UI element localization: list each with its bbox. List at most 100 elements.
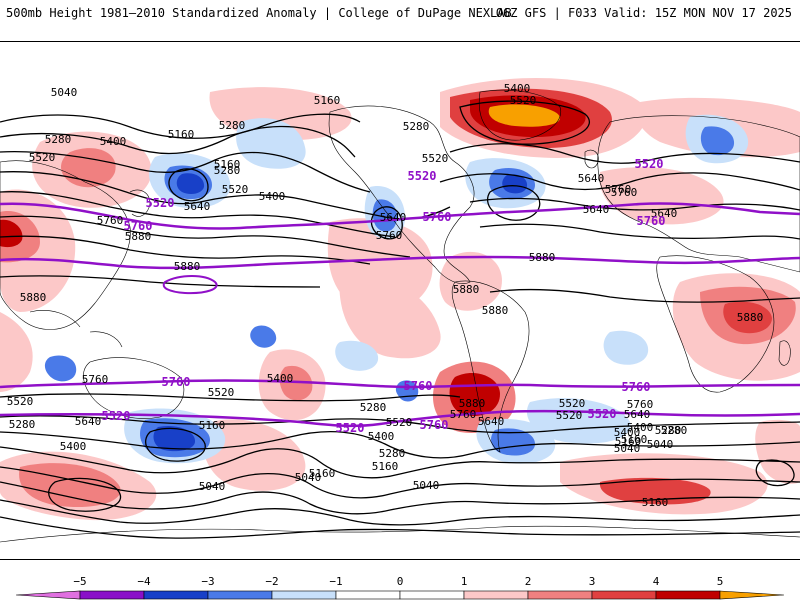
contour-label: 5400 <box>614 426 641 439</box>
contour-label: 5280 <box>661 424 688 437</box>
anom-pos-east-edge <box>755 419 800 484</box>
anom-pos-se-pacific-core <box>449 373 500 416</box>
coast-asia-west <box>0 160 131 330</box>
contour-5040-north <box>0 113 361 139</box>
contour-south-ocean-low-east <box>755 459 795 487</box>
highlight-label: 5760 <box>404 379 433 393</box>
contour-south-ocean-low-mid <box>145 427 206 462</box>
purple-5760-south <box>0 379 800 389</box>
contour-label: 5400 <box>100 135 127 148</box>
contour-south-5520 <box>0 446 800 479</box>
contour-label: 5040 <box>295 471 322 484</box>
contour-label: 5880 <box>20 291 47 304</box>
contour-label: 5040 <box>647 438 674 451</box>
anom-neg-sw-pacific-small <box>44 355 77 382</box>
contour-label: 5520 <box>222 183 249 196</box>
anom-pos-south-pacific-core <box>279 365 313 401</box>
contour-south-5880 <box>0 393 461 402</box>
colorbar-tick-label: −1 <box>329 575 342 588</box>
coast-antarctica <box>0 525 800 543</box>
contour-label: 5160 <box>314 94 341 107</box>
anom-pos-asia-west-core2 <box>0 219 23 248</box>
colorbar-swatch <box>271 590 337 600</box>
colorbar-tick-label: −3 <box>201 575 214 588</box>
map-frame: 5040 5160 5280 5520 5400 5160 5280 5400 … <box>0 41 800 560</box>
coast-greenland <box>478 89 562 141</box>
colorbar-tick-label: 1 <box>461 575 468 588</box>
anom-neg-south-pacific-west-3 <box>153 425 196 452</box>
anom-neg-pacific-small <box>250 325 277 348</box>
highlight-label: 5760 <box>162 375 191 389</box>
contour-label: 5280 <box>379 447 406 460</box>
contour-label: 5640 <box>478 415 505 428</box>
highlight-label: 5760 <box>423 210 452 224</box>
purple-5520-north <box>0 202 800 230</box>
contour-south-5640 <box>0 431 800 459</box>
contour-label: 5640 <box>624 408 651 421</box>
contour-pacific-5880-high <box>162 275 218 295</box>
contour-label: 5160 <box>199 419 226 432</box>
height-contours <box>0 100 800 539</box>
contour-label: 5280 <box>9 418 36 431</box>
contour-label: 5280 <box>45 133 72 146</box>
colorbar-tick-label: 2 <box>525 575 532 588</box>
contour-label: 5160 <box>214 158 241 171</box>
model-valid-time: 06Z GFS | F033 Valid: 15Z MON NOV 17 202… <box>495 6 792 20</box>
contour-label: 5640 <box>651 207 678 220</box>
anom-neg-pacific-mid <box>335 340 379 371</box>
contour-5400-north <box>0 171 451 220</box>
contour-labels: 5040 5160 5280 5520 5400 5160 5280 5400 … <box>7 82 764 509</box>
contour-label: 5880 <box>125 230 152 243</box>
contour-5160-north <box>0 125 356 158</box>
purple-5760-north <box>0 255 800 270</box>
contour-label: 5520 <box>29 151 56 164</box>
colorbar-swatch <box>655 590 721 600</box>
colorbar-ticks: −5 −4 −3 −2 −1 0 1 2 3 4 5 <box>73 575 723 588</box>
contour-label: 5880 <box>737 311 764 324</box>
contour-south-ocean-low-west <box>48 477 122 512</box>
colorbar-swatch <box>79 590 145 600</box>
contour-label: 5160 <box>372 460 399 473</box>
contour-label: 5160 <box>309 467 336 480</box>
anomaly-map: 5040 5160 5280 5520 5400 5160 5280 5400 … <box>0 42 800 559</box>
colorbar-tick-label: 0 <box>397 575 404 588</box>
contour-label: 5760 <box>450 408 477 421</box>
highlight-contours <box>0 202 800 428</box>
colorbar-tick-label: 5 <box>717 575 724 588</box>
anom-neg-south-america-tip-2 <box>491 428 535 456</box>
contour-atlantic-5400 <box>439 172 800 191</box>
contour-atlantic-5760 <box>479 223 800 240</box>
colorbar-swatch <box>143 590 209 600</box>
contour-label: 5880 <box>482 304 509 317</box>
contour-label: 5880 <box>459 397 486 410</box>
contour-label: 5160 <box>642 496 669 509</box>
contour-label: 5280 <box>655 424 682 437</box>
contour-5880-north <box>0 275 321 288</box>
colorbar-arrow-high <box>719 590 785 600</box>
contour-label: 5760 <box>97 214 124 227</box>
contour-south-5760 <box>0 415 800 434</box>
anom-pos-south-ocean-mid <box>203 419 306 491</box>
contour-label: 5280 <box>214 164 241 177</box>
coast-madagascar <box>778 340 791 366</box>
highlight-label: 5760 <box>637 214 666 228</box>
highlight-label: 5760 <box>124 219 153 233</box>
contour-label: 5400 <box>267 372 294 385</box>
contour-label: 5160 <box>168 128 195 141</box>
colorbar-swatch <box>591 590 657 600</box>
contour-label: 5040 <box>51 86 78 99</box>
contour-label: 5400 <box>368 430 395 443</box>
contour-label: 5280 <box>360 401 387 414</box>
colorbar-tick-label: −2 <box>265 575 278 588</box>
contour-south-5400 <box>0 466 800 499</box>
colorbar-swatch <box>207 590 273 600</box>
anom-pos-greenland-4 <box>488 104 560 127</box>
colorbar-tick-label: 3 <box>589 575 596 588</box>
highlight-label: 5760 <box>420 418 449 432</box>
coast-japan <box>129 189 151 217</box>
contour-label: 5040 <box>199 480 226 493</box>
contour-atlantic-5640 <box>469 197 800 211</box>
coast-australia <box>83 357 185 419</box>
contour-label: 5520 <box>422 152 449 165</box>
contour-label: 5520 <box>7 395 34 408</box>
